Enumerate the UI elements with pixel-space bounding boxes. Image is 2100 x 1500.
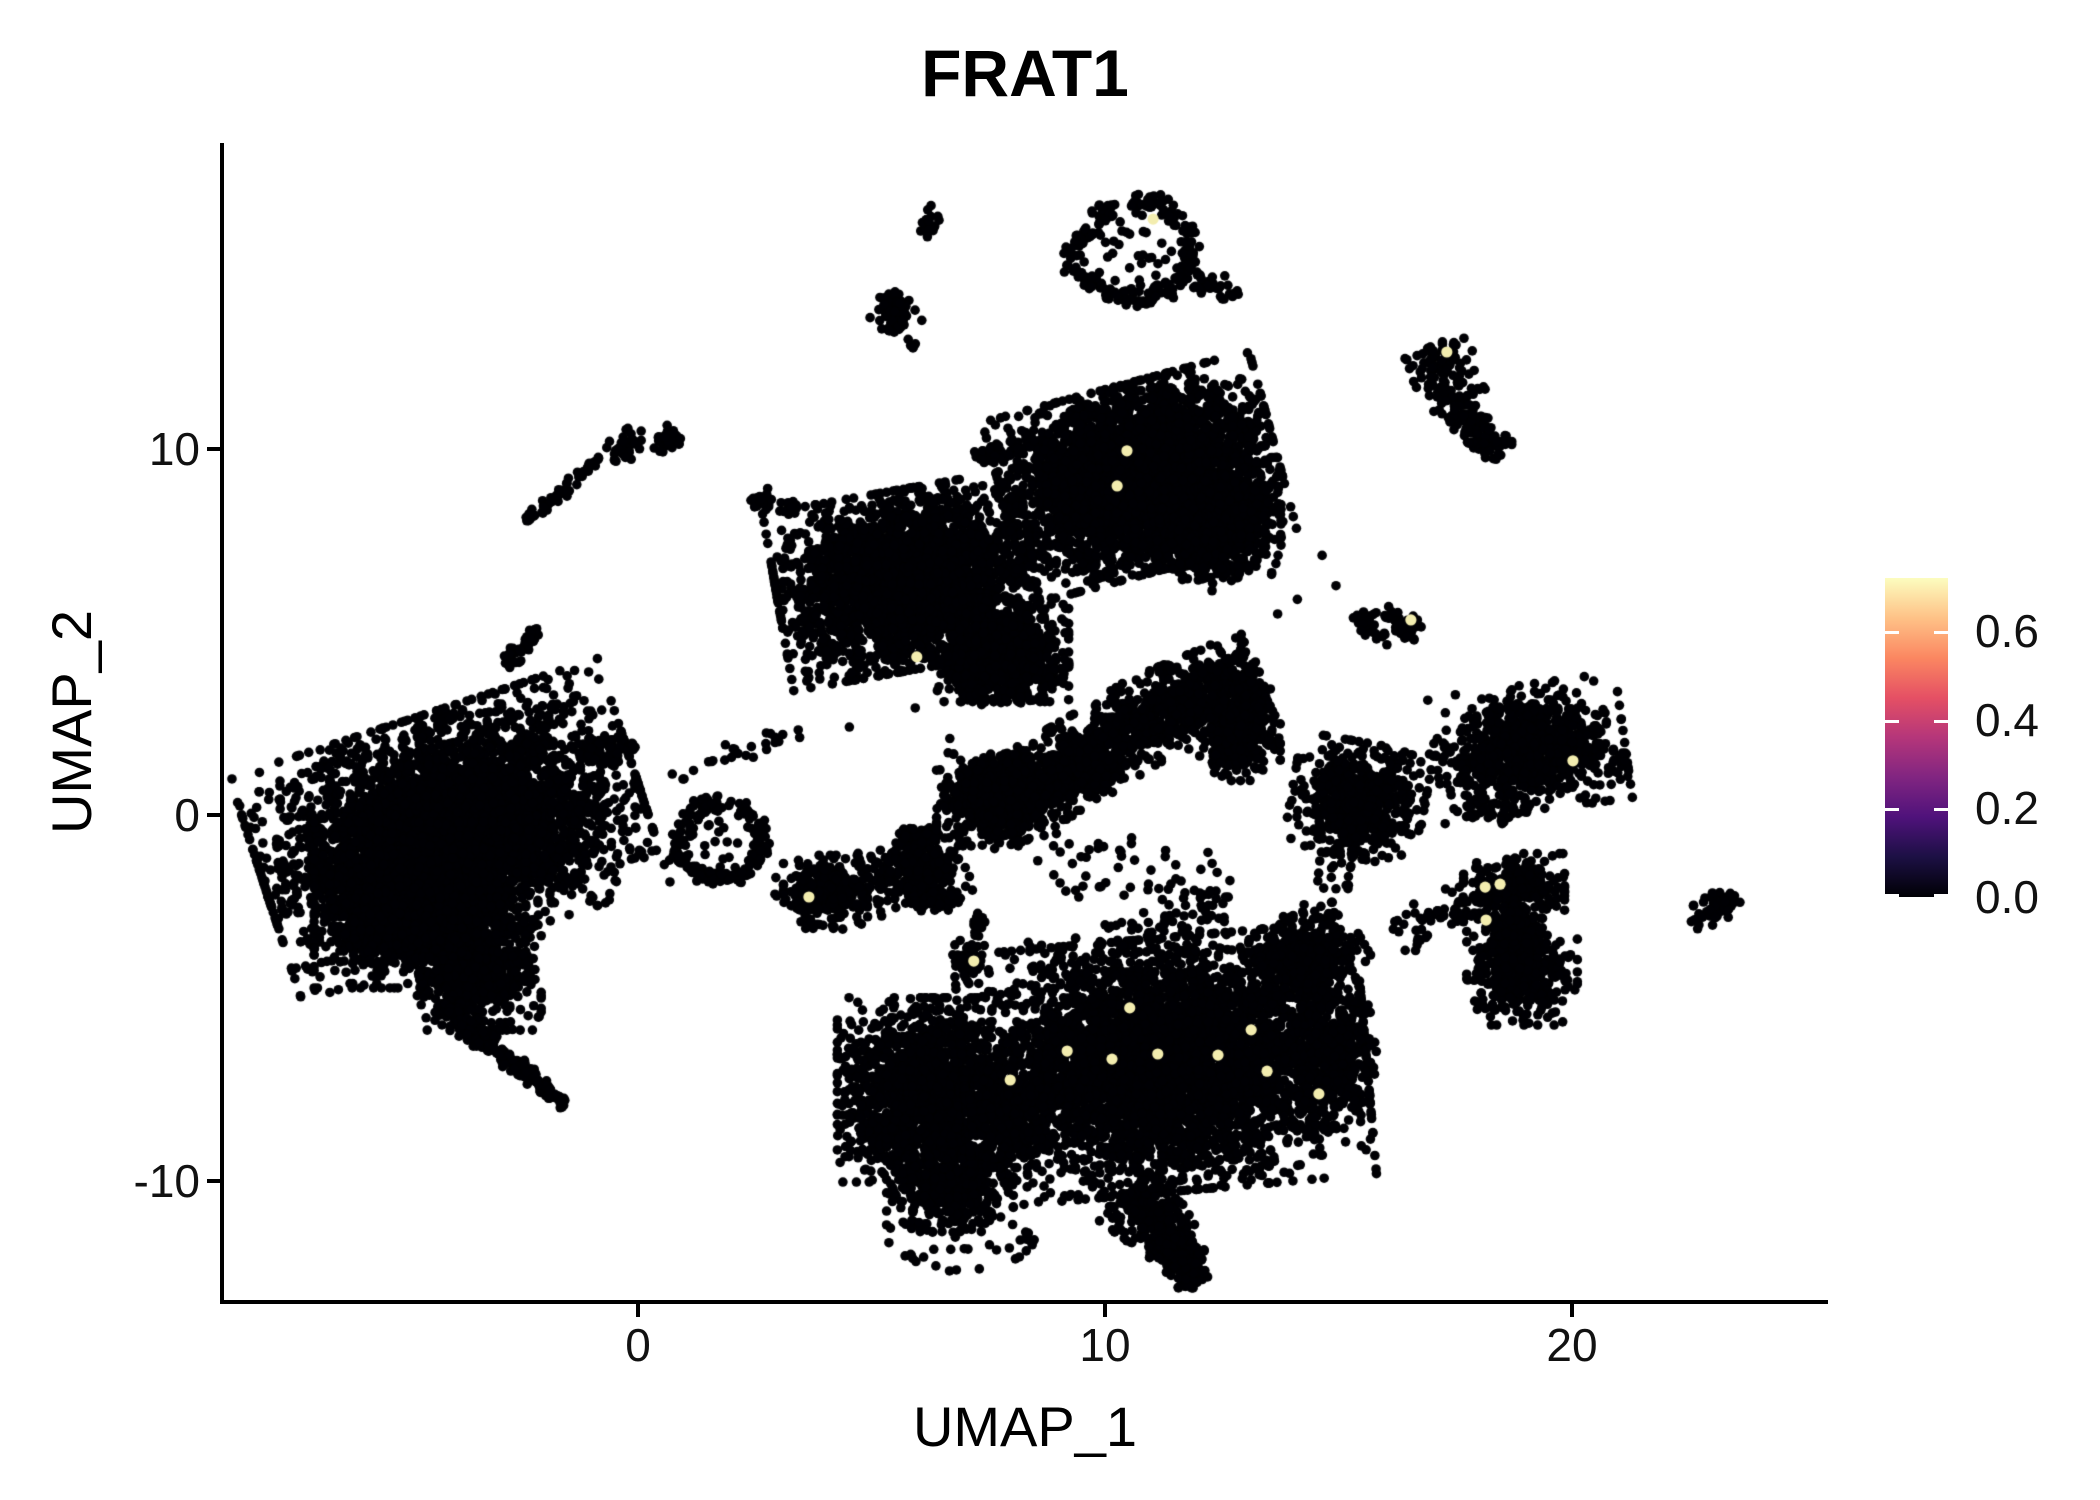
- colorbar-tick-label: 0.2: [1975, 782, 2039, 835]
- plot-title: FRAT1: [921, 36, 1129, 110]
- colorbar-gradient: [1885, 578, 1948, 897]
- x-tick-mark: [636, 1304, 640, 1317]
- x-axis-title: UMAP_1: [912, 1395, 1138, 1458]
- colorbar-tick-mark: [1934, 894, 1948, 897]
- x-tick-label: 20: [1546, 1319, 1598, 1371]
- y-tick-mark: [207, 1179, 220, 1183]
- colorbar-tick-label: 0.4: [1975, 693, 2039, 746]
- colorbar-tick-mark: [1885, 719, 1899, 723]
- colorbar-tick-mark: [1934, 808, 1948, 812]
- colorbar-tick-mark: [1934, 719, 1948, 723]
- y-tick-label: 10: [148, 423, 200, 475]
- colorbar-tick-mark: [1885, 631, 1899, 635]
- colorbar-tick-mark: [1885, 894, 1899, 897]
- y-axis-line: [220, 143, 224, 1304]
- y-tick-label: -10: [133, 1155, 200, 1207]
- x-axis-line: [220, 1300, 1828, 1304]
- colorbar-tick-label: 0.6: [1975, 605, 2039, 658]
- x-tick-label: 0: [625, 1319, 651, 1371]
- colorbar-tick-label: 0.0: [1975, 871, 2039, 923]
- x-tick-mark: [1570, 1304, 1574, 1317]
- y-tick-mark: [207, 447, 220, 451]
- y-axis-title: UMAP_2: [40, 609, 103, 835]
- y-tick-label: 0: [174, 789, 200, 841]
- x-tick-mark: [1103, 1304, 1107, 1317]
- colorbar-tick-mark: [1934, 631, 1948, 635]
- colorbar-tick-mark: [1885, 808, 1899, 812]
- y-tick-mark: [207, 813, 220, 817]
- x-tick-label: 10: [1079, 1319, 1131, 1371]
